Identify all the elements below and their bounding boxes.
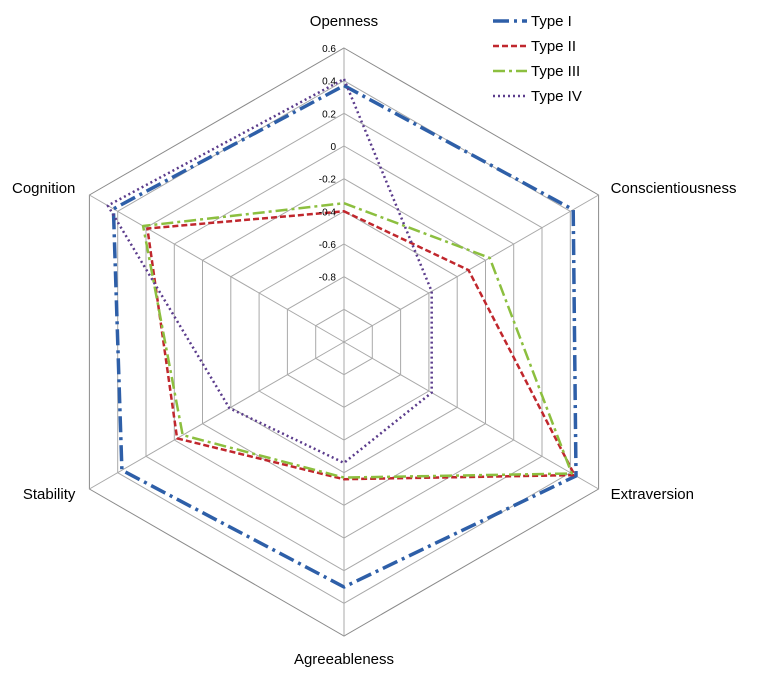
- series-type-i: [111, 83, 578, 589]
- tick-label: -0.6: [319, 240, 337, 251]
- axis-label-stability: Stability: [23, 486, 76, 503]
- tick-label: -0.8: [319, 273, 337, 284]
- axis-spoke-conscientiousness: [343, 194, 599, 343]
- axis-spoke-extraversion: [343, 341, 599, 490]
- radar-labels: 0.6 0.4 0.2 0 -0.2 -0.4 -0.6 -0.8 Openness Consci…: [12, 13, 736, 668]
- axis-label-extraversion: Extraversion: [611, 486, 694, 503]
- legend-label-type-i: Type I: [531, 13, 572, 30]
- tick-label: 0.4: [322, 77, 336, 88]
- radar-grid: [88, 47, 600, 637]
- axis-label-cognition: Cognition: [12, 180, 75, 197]
- tick-label: 0.6: [322, 44, 336, 55]
- legend: Type I Type II Type III Type IV: [493, 13, 582, 105]
- series-type-iii: [141, 201, 573, 479]
- axis-label-agreeableness: Agreeableness: [294, 651, 394, 668]
- axis-spoke-cognition: [89, 194, 345, 343]
- tick-label: -0.2: [319, 175, 337, 186]
- axis-spoke-stability: [89, 341, 345, 490]
- axis-label-conscientiousness: Conscientiousness: [611, 180, 737, 197]
- legend-label-type-iii: Type III: [531, 63, 580, 80]
- legend-label-type-ii: Type II: [531, 38, 576, 55]
- axis-label-openness: Openness: [310, 13, 378, 30]
- tick-label: -0.4: [319, 207, 337, 218]
- legend-label-type-iv: Type IV: [531, 88, 582, 105]
- tick-label: 0.2: [322, 109, 336, 120]
- series-type-ii: [146, 210, 576, 481]
- tick-label: 0: [330, 142, 336, 153]
- series-type-iv: [106, 77, 433, 465]
- radar-series: [106, 77, 578, 589]
